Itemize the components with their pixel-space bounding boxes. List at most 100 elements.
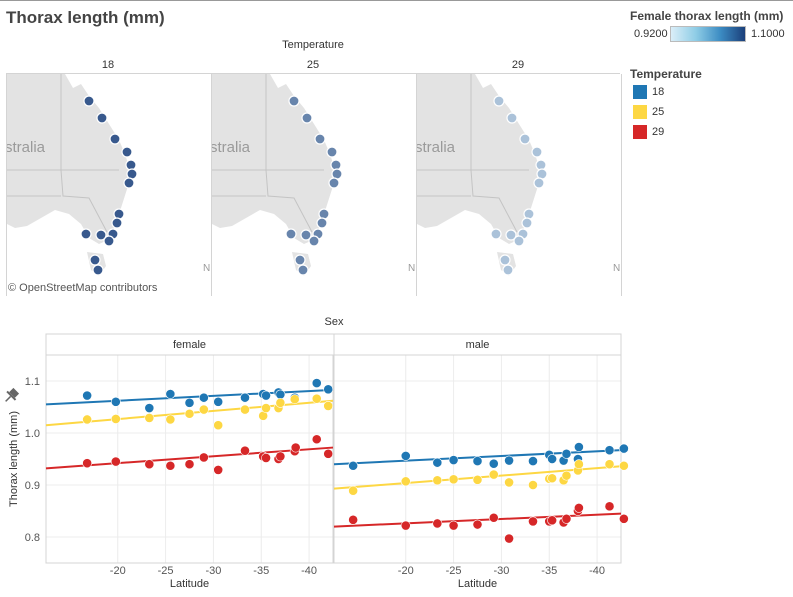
plot-frame [333,354,622,564]
data-point-male-18 [547,454,558,464]
x-tick-label: -25 [446,565,462,577]
y-tick-label: 0.8 [25,532,40,544]
data-point-male-18 [432,457,443,468]
trend-line-female-29 [45,446,334,470]
pin-icon[interactable] [1,387,20,406]
data-point-male-25 [618,460,629,471]
map-site-marker [121,146,133,158]
map-side-letter: N [613,263,620,274]
legend-swatch-18[interactable] [633,85,647,99]
map-site-marker [285,228,297,240]
map-svg: stralia N [7,74,210,276]
map-panel-18[interactable]: stralia N [6,74,211,296]
legend-label-18[interactable]: 18 [652,86,665,98]
x-tick-label: -40 [589,565,605,577]
data-point-female-18 [165,389,176,399]
map-site-marker [288,95,300,107]
data-point-female-18 [198,392,209,403]
map-site-marker [297,264,309,276]
map-svg: stralia N [417,74,620,276]
data-point-female-25 [144,413,155,423]
map-site-marker [316,217,328,229]
map-site-marker [531,146,543,158]
map-side-letter: N [203,263,210,274]
x-axis-label: Latitude [458,578,497,590]
plot-panel-label-male: male [466,339,490,351]
map-panel-label-29: 29 [511,59,525,71]
map-panel-29[interactable]: stralia N [416,74,622,296]
data-point-male-25 [488,469,499,480]
map-site-marker [308,235,320,247]
map-site-marker [96,112,108,124]
data-point-female-29 [323,448,334,459]
map-side-letter: N [408,263,415,274]
plot-panel-male: male -20 -25 -30 -35 -40 Latitude [333,339,629,590]
x-tick-label: -30 [493,565,509,577]
y-tick-label: 1.0 [25,428,40,440]
map-panel-label-25: 25 [306,59,320,71]
top-rule [0,0,793,1]
data-point-male-29 [604,501,615,512]
map-site-marker [519,133,531,145]
data-point-female-29 [275,451,286,462]
data-point-female-18 [184,397,195,408]
y-axis-label: Thorax length (mm) [8,411,20,507]
data-point-female-29 [213,465,224,475]
legend-label-29[interactable]: 29 [652,126,665,138]
data-point-female-29 [184,459,195,470]
data-point-male-25 [528,480,538,490]
map-site-marker [326,146,338,158]
data-point-female-25 [261,403,271,413]
gradient-legend-min: 0.9200 [634,28,668,40]
legend-label-25[interactable]: 25 [652,106,665,118]
legend-swatch-25[interactable] [633,105,647,119]
map-site-marker [506,112,518,124]
data-point-female-25 [275,397,286,408]
data-point-female-25 [311,393,322,404]
data-point-male-29 [400,520,411,531]
map-panel-25[interactable]: stralia N [211,74,416,296]
data-point-male-29 [547,515,558,526]
x-tick-label: -30 [205,565,221,577]
data-point-male-29 [472,519,483,530]
data-point-female-29 [290,442,301,453]
data-point-male-25 [400,476,411,487]
data-point-male-29 [574,502,584,513]
data-point-female-18 [275,389,286,400]
scatter-plot-area: female -20 -25 -30 -35 -40 Latitude male -20 -25 -… [1,333,629,590]
data-point-female-18 [311,378,322,388]
map-site-marker [300,229,312,241]
map-site-marker [103,235,115,247]
data-point-female-25 [184,408,195,419]
plot-facet-header: Sex [324,316,344,328]
map-site-marker [502,264,514,276]
data-point-male-25 [604,459,615,470]
gradient-legend-max: 1.1000 [751,28,785,40]
data-point-female-25 [240,404,250,415]
data-point-male-29 [488,512,499,523]
state-borders [7,74,119,233]
x-axis-label: Latitude [170,578,209,590]
state-borders [417,74,529,233]
data-point-female-29 [165,460,176,471]
x-tick-label: -20 [398,565,414,577]
plot-frame [45,354,334,564]
data-point-male-18 [618,443,629,454]
data-point-male-25 [472,474,483,485]
map-site-marker [328,177,340,189]
map-site-marker [95,229,107,241]
y-tick-label: 1.1 [25,376,40,388]
plot-panel-label-female: female [173,339,206,351]
data-point-male-25 [432,475,443,486]
map-site-marker [123,177,135,189]
data-point-male-18 [528,456,538,466]
legend-swatch-29[interactable] [633,125,647,139]
data-point-male-25 [504,477,514,488]
map-site-marker [490,228,502,240]
gradient-legend-title: Female thorax length (mm) [630,9,784,23]
map-site-marker [89,254,101,266]
data-point-female-25 [82,414,93,425]
page-title: Thorax length (mm) [6,8,165,27]
map-attribution[interactable]: © OpenStreetMap contributors [8,282,158,294]
map-site-marker [318,208,330,220]
